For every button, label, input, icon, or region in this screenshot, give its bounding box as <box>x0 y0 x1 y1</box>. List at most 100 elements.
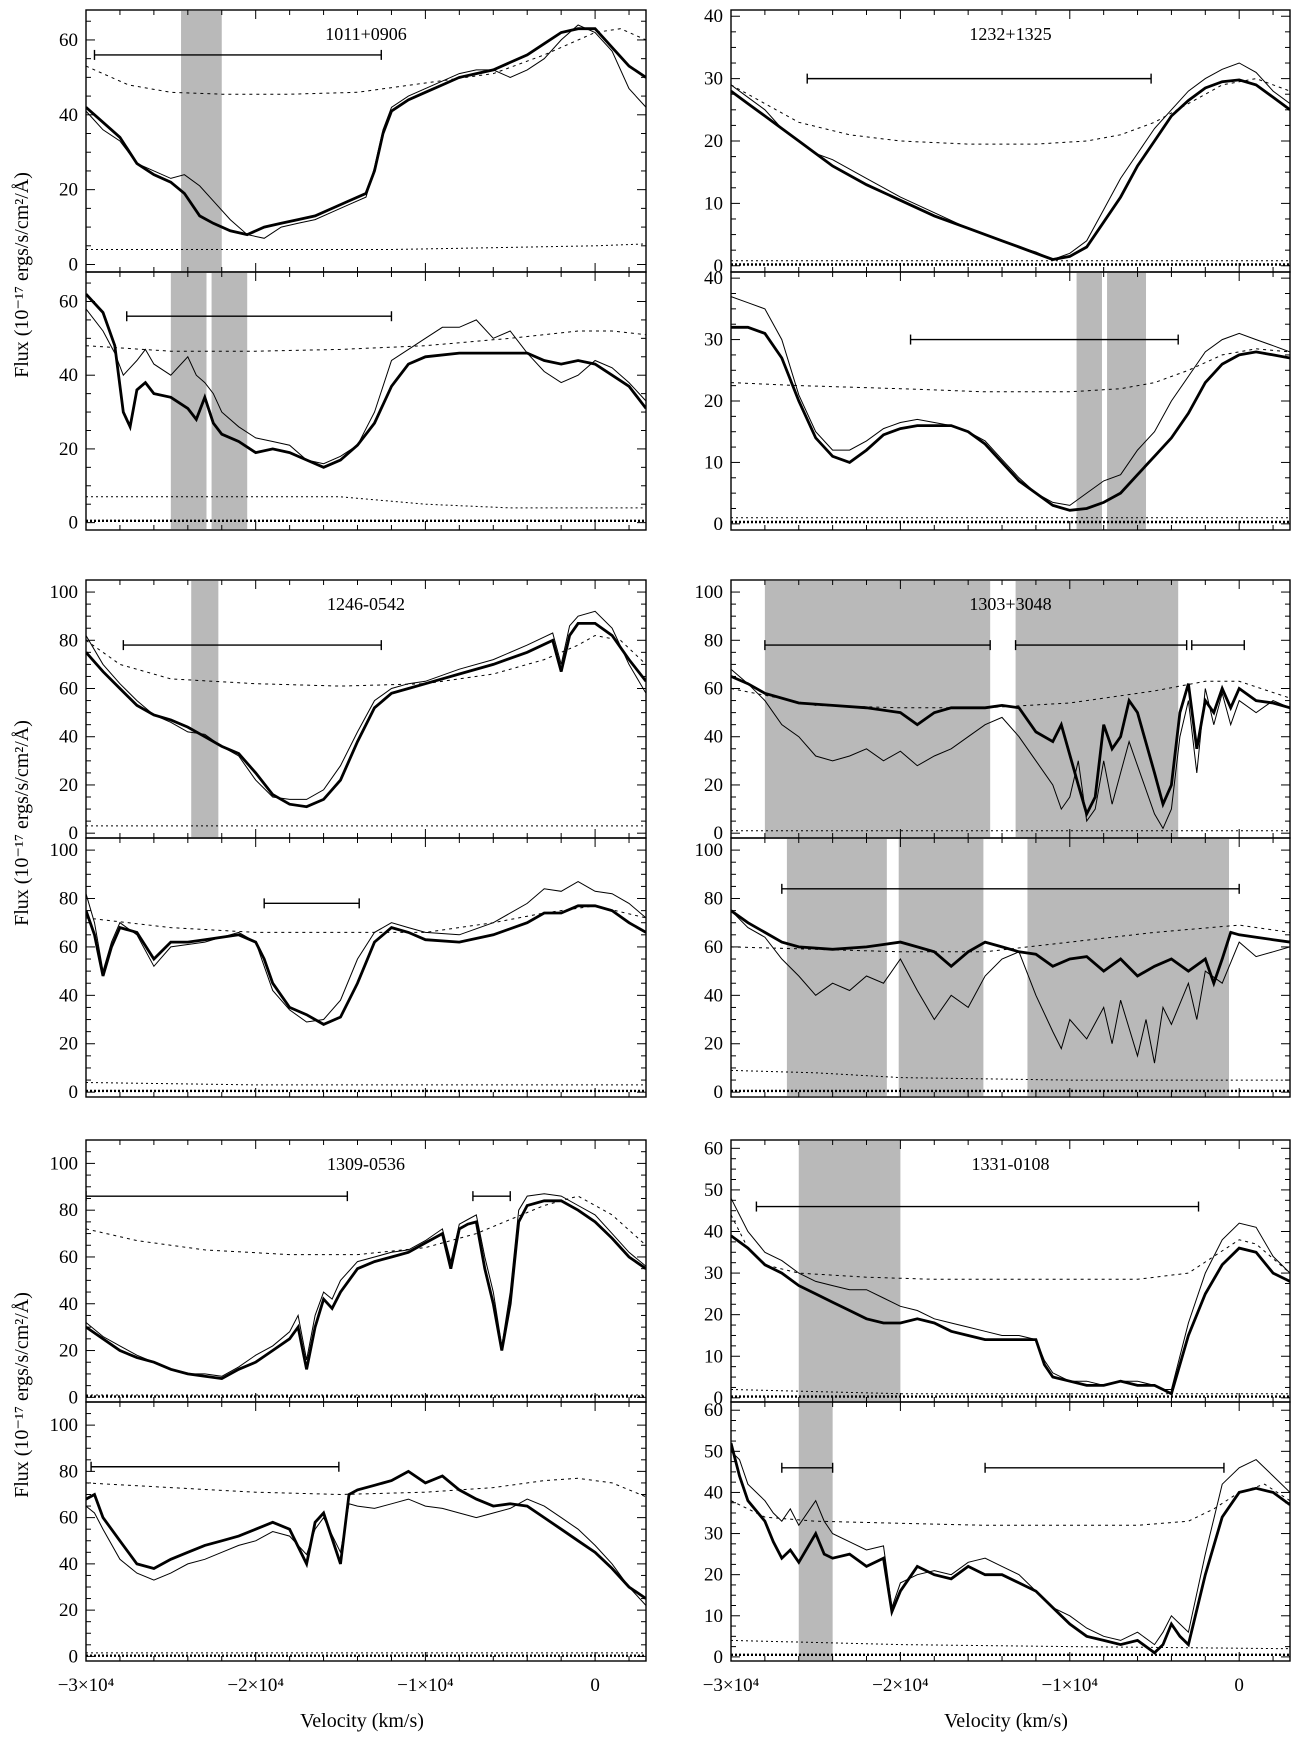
panel-1331-0108-upper: 0 10 20 30 40 50 60 1331-0108 <box>704 1138 1291 1409</box>
spectrum-thick-line <box>731 325 1290 512</box>
x-tick-label: −3×10⁴ <box>58 1675 115 1696</box>
panel-frame <box>730 9 1291 273</box>
spectrum-thin-line <box>731 910 1290 1064</box>
y-axis-label-top: Flux (10⁻¹⁷ ergs/s/cm²/Å) <box>11 172 33 378</box>
y-tick-label: 30 <box>704 330 723 351</box>
panel-frame <box>730 271 1291 531</box>
y-tick-label: 40 <box>59 727 78 748</box>
y-tick-label: 0 <box>69 1082 79 1103</box>
y-tick-label: 30 <box>704 69 723 90</box>
y-tick-label: 60 <box>59 291 78 312</box>
y-tick-label: 80 <box>704 889 723 910</box>
panel-frame <box>730 837 1291 1098</box>
y-tick-label: 40 <box>704 268 723 289</box>
y-tick-label: 60 <box>59 937 78 958</box>
y-tick-label: 0 <box>714 514 724 535</box>
error-spectrum-line <box>86 496 646 509</box>
y-tick-label: 80 <box>704 630 723 651</box>
y-tick-label: 80 <box>59 630 78 651</box>
panel-frame <box>85 9 647 273</box>
y-tick-label: 0 <box>714 256 724 277</box>
plot-area <box>731 1403 1290 1660</box>
y-tick-label: 40 <box>59 1294 78 1315</box>
y-tick-label: 60 <box>704 1400 723 1421</box>
y-tick-label: 50 <box>704 1180 723 1201</box>
plot-area <box>86 1461 646 1657</box>
y-tick-label: 30 <box>704 1524 723 1545</box>
y-tick-label: 60 <box>704 1138 723 1159</box>
shaded-band <box>191 581 219 837</box>
panel-frame <box>85 271 647 531</box>
y-tick-label: 50 <box>704 1441 723 1462</box>
y-tick-label: 10 <box>704 1606 723 1627</box>
y-tick-label: 40 <box>704 1221 723 1242</box>
continuum-fit-line <box>731 348 1290 393</box>
spectrum-thin-line <box>86 24 646 239</box>
y-tick-label: 20 <box>59 439 78 460</box>
y-tick-label: 100 <box>50 1415 79 1436</box>
spectrum-thick-line <box>86 1199 646 1381</box>
y-tick-label: 60 <box>704 679 723 700</box>
spectrum-thick-line <box>86 622 646 809</box>
x-axis-label-right: Velocity (km/s) <box>944 1710 1068 1732</box>
panel-frame <box>85 579 647 839</box>
spectrum-thick-line <box>731 78 1290 261</box>
panel-1011+0906-upper: 0 20 40 60 1011+0906 <box>59 9 647 276</box>
plot-area <box>731 581 1290 837</box>
y-tick-label: 0 <box>69 1387 79 1408</box>
plot-area <box>86 881 646 1093</box>
y-tick-label: 0 <box>714 1082 724 1103</box>
y-tick-label: 10 <box>704 1346 723 1367</box>
y-tick-label: 20 <box>59 180 78 201</box>
spectrum-thick-line <box>731 1234 1290 1396</box>
object-label: 1331-0108 <box>972 1154 1050 1174</box>
plot-area <box>731 1141 1290 1401</box>
object-label: 1246-0542 <box>327 594 405 614</box>
spectrum-thin-line <box>86 308 646 465</box>
spectrum-thick-line <box>86 1469 646 1600</box>
panel-1331-0108-lower: 0 10 20 30 40 50 60 −3×10⁴ −2×10⁴ −1×10⁴ 0 <box>703 1400 1291 1696</box>
object-label: 1303+3048 <box>969 594 1051 614</box>
y-axis-label-bottom: Flux (10⁻¹⁷ ergs/s/cm²/Å) <box>11 1292 33 1498</box>
y-tick-label: 20 <box>704 131 723 152</box>
panel-1232+1325-upper: 0 10 20 30 40 1232+1325 <box>704 6 1291 277</box>
y-tick-label: 0 <box>714 1388 724 1409</box>
object-label: 1011+0906 <box>325 24 406 44</box>
y-axis-label-middle: Flux (10⁻¹⁷ ergs/s/cm²/Å) <box>11 720 33 926</box>
shaded-band <box>1107 273 1147 529</box>
x-tick-label: 0 <box>590 1675 600 1696</box>
plot-area <box>86 581 646 837</box>
plot-area <box>86 1191 646 1398</box>
y-tick-label: 80 <box>59 1200 78 1221</box>
y-tick-label: 20 <box>59 775 78 796</box>
x-tick-label: −1×10⁴ <box>397 1675 454 1696</box>
y-tick-label: 20 <box>59 1341 78 1362</box>
continuum-fit-line <box>86 634 646 687</box>
y-tick-label: 40 <box>704 727 723 748</box>
y-tick-label: 40 <box>59 365 78 386</box>
x-axis-label-left: Velocity (km/s) <box>300 1710 424 1732</box>
spectrum-thick-line <box>731 675 1290 818</box>
spectrum-thick-line <box>731 909 1290 988</box>
spectrum-thin-line <box>731 296 1290 506</box>
y-tick-label: 40 <box>704 6 723 27</box>
y-tick-label: 0 <box>69 513 79 534</box>
y-tick-label: 100 <box>695 582 724 603</box>
shaded-band <box>181 11 222 271</box>
y-tick-label: 20 <box>704 775 723 796</box>
y-tick-label: 0 <box>69 255 79 276</box>
x-tick-label: −2×10⁴ <box>872 1675 929 1696</box>
y-tick-label: 20 <box>704 1305 723 1326</box>
spectrum-thick-line <box>86 27 646 237</box>
y-tick-label: 100 <box>50 1153 79 1174</box>
shaded-band <box>798 1141 901 1401</box>
y-tick-label: 10 <box>704 452 723 473</box>
spectrum-thin-line <box>731 62 1290 261</box>
panel-1303+3048-upper: 0 20 40 60 80 100 1303+3048 <box>695 579 1291 844</box>
y-tick-label: 40 <box>704 1482 723 1503</box>
y-tick-label: 60 <box>59 679 78 700</box>
spectrum-thin-line <box>86 1193 646 1377</box>
